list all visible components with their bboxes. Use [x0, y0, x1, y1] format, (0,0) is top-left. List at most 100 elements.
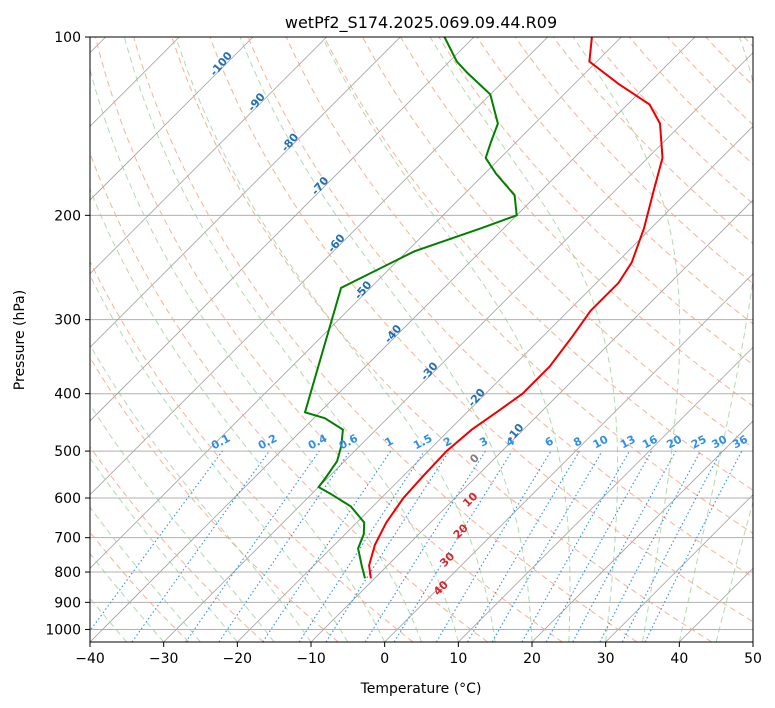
- mixing-ratio-line: [262, 450, 392, 642]
- dry-adiabat-line: [90, 151, 488, 642]
- mixing-ratio-label: 6: [543, 434, 556, 449]
- chart-title: wetPf2_S174.2025.069.09.44.R09: [285, 13, 557, 33]
- mixing-ratio-label: 0.1: [209, 432, 232, 453]
- dry-adiabat-line: [133, 37, 638, 642]
- mixing-ratio-label: 3: [477, 434, 490, 449]
- x-tick-label: 0: [380, 651, 389, 667]
- moist-adiabat-label: -20: [465, 386, 488, 410]
- isotherm-line: [90, 37, 327, 275]
- y-tick-label: 200: [54, 208, 81, 224]
- isotherm-line: [531, 420, 753, 642]
- mixing-ratio-label: 1.5: [411, 432, 434, 453]
- moist-adiabat-line: [90, 457, 238, 642]
- isotherm-line: [90, 37, 548, 496]
- dry-adiabat-line: [400, 37, 753, 407]
- mixing-ratio-line: [364, 450, 486, 642]
- dry-adiabat-line: [90, 445, 264, 642]
- x-tick-label: −30: [149, 651, 179, 667]
- moist-adiabat-label: -100: [207, 49, 235, 79]
- temperature-profile-line: [368, 37, 664, 579]
- isotherm-line: [237, 125, 753, 642]
- isotherm-line: [679, 567, 753, 642]
- y-tick-label: 500: [54, 444, 81, 460]
- mixing-ratio-label: 0.2: [256, 432, 279, 453]
- x-tick-label: 30: [597, 651, 615, 667]
- x-tick-label: 50: [744, 651, 762, 667]
- x-tick-label: −20: [223, 651, 253, 667]
- moist-adiabat-line: [90, 343, 312, 642]
- y-tick-label: 800: [54, 565, 81, 581]
- moist-adiabat-line: [429, 37, 619, 642]
- dry-adiabat-line: [323, 37, 753, 491]
- moist-adiabat-line: [321, 37, 571, 642]
- isotherm-line: [90, 37, 401, 348]
- moist-adiabat-line: [90, 274, 349, 642]
- moist-adiabat-line: [175, 37, 496, 642]
- dry-adiabat-line: [362, 37, 753, 449]
- moist-adiabat-line: [678, 37, 753, 642]
- x-tick-label: 20: [523, 651, 541, 667]
- mixing-ratio-line: [467, 450, 580, 642]
- mixing-ratio-line: [325, 450, 450, 642]
- background-lines: [90, 37, 753, 642]
- dewpoint-profile-line: [303, 37, 518, 579]
- isotherm-line: [384, 273, 753, 642]
- moist-adiabat-line: [90, 187, 386, 642]
- data-lines: [303, 37, 664, 579]
- mixing-ratio-line: [545, 450, 653, 642]
- y-axis-label: Pressure (hPa): [12, 290, 28, 390]
- moist-adiabat-line: [572, 37, 681, 642]
- y-tick-label: 700: [54, 531, 81, 547]
- mixing-ratio-label: 8: [571, 434, 584, 449]
- mixing-ratio-line: [298, 450, 425, 642]
- x-tick-label: −40: [75, 651, 105, 667]
- dry-adiabat-line: [209, 37, 753, 623]
- isotherm-line: [605, 494, 753, 642]
- y-tick-label: 1000: [45, 622, 81, 638]
- dry-adiabat-label: 20: [451, 521, 471, 541]
- y-tick-label: 900: [54, 595, 81, 611]
- mixing-ratio-line: [90, 450, 223, 632]
- y-tick-label: 300: [54, 313, 81, 329]
- dry-adiabat-line: [590, 37, 753, 205]
- mixing-ratio-label: 0.4: [306, 432, 330, 453]
- mixing-ratio-label: 10: [591, 433, 611, 452]
- dry-adiabat-line: [629, 37, 753, 165]
- dry-adiabat-line: [552, 37, 753, 245]
- moist-adiabat-label: -70: [309, 174, 332, 198]
- dry-adiabat-line: [247, 37, 753, 578]
- y-tick-label: 600: [54, 491, 81, 507]
- axes: −40 −30 −20 −10 0 10 20 30 40 5010020030040050060…: [45, 30, 762, 667]
- dry-adiabat-label: 10: [460, 490, 480, 510]
- mixing-ratio-line: [644, 450, 743, 642]
- moist-adiabat-label: -60: [325, 231, 348, 255]
- moist-adiabat-line: [239, 37, 533, 642]
- dry-adiabat-line: [743, 37, 753, 48]
- dry-adiabat-label: 40: [431, 578, 451, 598]
- moist-adiabat-label: -40: [382, 322, 405, 346]
- x-tick-label: 40: [670, 651, 688, 667]
- y-tick-label: 100: [54, 30, 81, 46]
- mixing-ratio-label: 25: [689, 433, 709, 452]
- mixing-ratio-line: [572, 450, 677, 642]
- mixing-ratio-line: [218, 450, 351, 642]
- dry-adiabat-line: [476, 37, 753, 325]
- dry-adiabat-line: [90, 260, 414, 642]
- dry-adiabat-line: [438, 37, 753, 366]
- moist-adiabat-line: [90, 403, 275, 642]
- dry-adiabat-line: [95, 37, 563, 642]
- plot-frame: [89, 36, 754, 643]
- mixing-ratio-line: [393, 450, 513, 642]
- isotherm-line: [310, 199, 753, 642]
- isotherm-line: [163, 52, 753, 642]
- isotherm-line: [458, 346, 753, 642]
- mixing-ratio-label: 30: [710, 433, 730, 452]
- dry-adiabat-line: [705, 37, 753, 87]
- mixing-ratio-label: 16: [640, 433, 660, 452]
- dry-adiabat-line: [667, 37, 753, 126]
- mixing-ratio-label: 20: [664, 433, 684, 452]
- isotherm-line: [90, 37, 475, 422]
- moist-adiabat-line: [715, 500, 753, 642]
- moist-adiabat-line: [90, 506, 201, 642]
